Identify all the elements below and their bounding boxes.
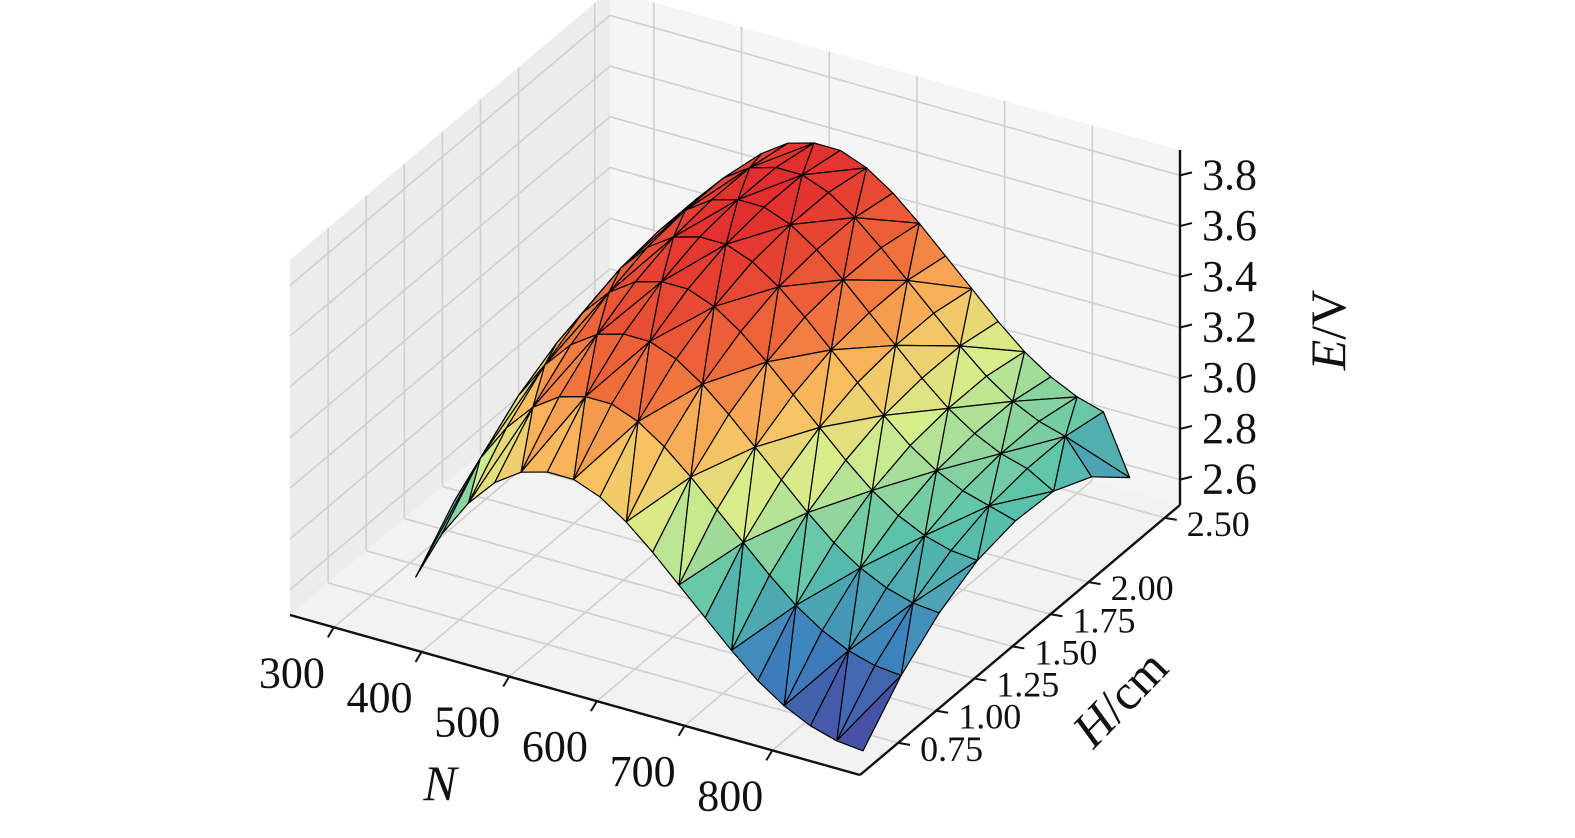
z-tick-mark xyxy=(1179,323,1193,329)
z-tick-mark xyxy=(1179,424,1193,430)
x-tick-label: 600 xyxy=(522,722,588,771)
z-tick-label: 2.6 xyxy=(1202,455,1257,504)
y-tick-mark xyxy=(936,709,949,714)
z-axis-label-unit: /V xyxy=(1300,290,1356,340)
surface-mesh xyxy=(415,142,1131,752)
x-tick-mark xyxy=(502,676,511,688)
surface-facet xyxy=(651,476,692,586)
z-tick-mark xyxy=(1179,374,1193,380)
y-tick-mark xyxy=(1164,516,1177,521)
y-tick-label: 1.50 xyxy=(1034,632,1097,672)
z-axis-label-var: E xyxy=(1300,340,1356,372)
y-axis-line xyxy=(859,504,1181,776)
z-tick-label: 3.6 xyxy=(1202,201,1257,250)
surface-facet xyxy=(441,457,481,535)
y-tick-label: 1.00 xyxy=(958,697,1021,737)
y-tick-label: 0.75 xyxy=(920,729,983,769)
z-tick-label: 3.4 xyxy=(1202,252,1257,301)
grid-line-z-left xyxy=(289,116,611,388)
surface-facet xyxy=(809,649,850,742)
x-tick-mark xyxy=(326,626,335,638)
z-axis-label: E/V xyxy=(1300,290,1356,372)
z-tick-mark xyxy=(1179,272,1193,278)
y-tick-label: 2.50 xyxy=(1187,504,1250,544)
surface-facet xyxy=(757,604,797,707)
surface-facet xyxy=(546,396,587,480)
x-axis-label: N xyxy=(422,755,459,811)
y-tick-mark xyxy=(1050,613,1063,618)
grid-line-z-left xyxy=(289,217,611,489)
x-axis-line xyxy=(289,613,861,777)
x-tick-label: 700 xyxy=(610,747,676,796)
y-tick-label: 1.25 xyxy=(996,665,1059,705)
grid-line-z-back xyxy=(609,14,1181,177)
z-tick-mark xyxy=(1179,222,1193,228)
x-tick-label: 400 xyxy=(347,673,413,722)
z-tick-label: 3.2 xyxy=(1202,303,1257,352)
grid-line-z-left xyxy=(289,65,611,337)
tick-labels: 3004005006007008000.751.001.251.501.752.… xyxy=(259,150,1257,820)
x-tick-mark xyxy=(765,749,774,761)
z-tick-mark xyxy=(1179,171,1193,177)
left-wall-pane xyxy=(290,0,610,615)
x-tick-label: 300 xyxy=(259,648,325,697)
y-tick-mark xyxy=(974,677,987,682)
y-tick-mark xyxy=(1088,581,1101,586)
svg-text:E/V: E/V xyxy=(1300,290,1356,372)
z-tick-mark xyxy=(1179,475,1193,481)
axis-lines xyxy=(289,150,1193,777)
grid-line-z-left xyxy=(289,268,611,540)
grid-line-z-left xyxy=(289,166,611,439)
z-tick-label: 3.8 xyxy=(1202,150,1257,199)
y-tick-mark xyxy=(1012,645,1025,650)
surface-facet xyxy=(494,406,534,484)
x-tick-label: 500 xyxy=(434,698,500,747)
y-tick-label: 2.00 xyxy=(1111,568,1174,608)
surface-facet xyxy=(704,541,744,652)
grid-line-z-back xyxy=(609,65,1181,227)
grid-line-z-left xyxy=(289,14,611,286)
x-tick-mark xyxy=(414,651,423,663)
surface-facet xyxy=(836,674,902,752)
z-tick-label: 3.0 xyxy=(1202,353,1257,402)
x-tick-mark xyxy=(590,700,598,712)
x-tick-label: 800 xyxy=(697,771,763,820)
y-tick-label: 1.75 xyxy=(1072,600,1135,640)
x-tick-mark xyxy=(677,725,686,737)
y-tick-mark xyxy=(897,741,911,746)
z-tick-label: 2.8 xyxy=(1202,404,1257,453)
surface-facet xyxy=(599,421,639,523)
